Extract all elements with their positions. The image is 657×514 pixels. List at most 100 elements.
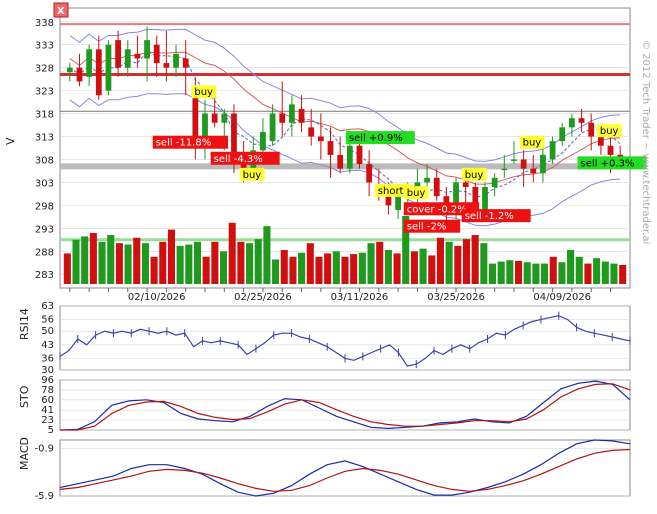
signal-label: sell +0.9% <box>349 133 403 144</box>
date-label: 02/10/2026 <box>128 292 186 303</box>
volume-bar <box>72 239 80 284</box>
signal-label: buy <box>243 170 262 181</box>
volume-bar <box>98 241 106 284</box>
volume-bar <box>515 260 523 284</box>
signal-label: sell -1.2% <box>465 211 514 222</box>
pane-tick-label: 60 <box>41 395 54 406</box>
candle-body <box>221 113 228 123</box>
candle-body <box>124 49 131 68</box>
candle-body <box>366 164 373 183</box>
volume-bar <box>246 243 254 284</box>
candle-body <box>453 182 459 215</box>
signal-badge <box>345 131 415 145</box>
signal-badge <box>374 183 413 197</box>
signal-label: sell -2% <box>407 222 447 233</box>
volume-bar <box>558 262 566 284</box>
macd-axis-label: MACD <box>18 437 31 470</box>
signal-badge <box>210 151 280 165</box>
candle-body <box>501 168 508 171</box>
signal-badge <box>596 124 622 138</box>
date-label: 03/11/2026 <box>331 292 389 303</box>
date-label: 04/09/2026 <box>533 292 591 303</box>
close-icon[interactable]: X <box>57 6 65 17</box>
date-label: 02/25/2026 <box>234 292 292 303</box>
volume-bar <box>289 256 297 284</box>
candle-body <box>433 177 440 197</box>
signal-label: buy <box>407 188 426 199</box>
volume-bar <box>298 252 306 284</box>
volume-bar <box>228 222 236 284</box>
volume-bar <box>280 250 288 284</box>
candle-body <box>173 53 179 68</box>
close-button[interactable]: X <box>53 2 69 18</box>
candle-body <box>491 177 498 188</box>
price-tick-label: 308 <box>35 155 54 166</box>
signal-label: buy <box>465 170 484 181</box>
candle-body <box>346 145 353 169</box>
volume-bar <box>107 235 115 284</box>
volume-bar <box>141 243 149 284</box>
candle-body <box>472 187 479 206</box>
candle-body <box>395 196 401 210</box>
volume-bar <box>480 243 488 284</box>
candle-body <box>269 113 276 142</box>
candle-body <box>607 145 614 155</box>
price-tick-label: 298 <box>35 201 54 212</box>
candle-body <box>520 159 527 169</box>
candle-body <box>211 113 218 123</box>
volume-bar <box>488 263 497 284</box>
volume-bar <box>167 229 175 284</box>
volume-bar <box>541 263 549 284</box>
sto-axis-label: STO <box>18 385 31 408</box>
volume-bar <box>549 256 557 284</box>
signal-label: buy <box>523 138 542 149</box>
signal-badge <box>191 85 217 99</box>
candle-body <box>260 131 266 151</box>
price-tick-label: 333 <box>35 41 54 52</box>
volume-bar <box>306 243 314 284</box>
pane-tick-label: -5.9 <box>34 491 54 502</box>
price-tick-label: 323 <box>35 87 54 98</box>
date-label: 03/25/2026 <box>427 292 485 303</box>
candle-body <box>163 63 170 68</box>
candle-body <box>511 159 517 161</box>
volume-bar <box>263 226 271 284</box>
volume-bar <box>567 250 575 284</box>
pane-tick-label: -0.9 <box>34 444 54 455</box>
candle-body <box>559 127 566 142</box>
volume-bar <box>176 245 184 284</box>
fast-line <box>59 439 631 497</box>
volume-bar <box>584 263 592 284</box>
volume-bar <box>523 262 531 284</box>
volume-bar <box>219 251 228 284</box>
volume-bar <box>393 253 401 284</box>
volume-bar <box>471 235 479 284</box>
candle-body <box>134 53 141 59</box>
candle-body <box>115 40 121 68</box>
signal-label: sell -4.3% <box>214 154 263 165</box>
signal-badge <box>461 167 487 181</box>
volume-bar <box>575 256 583 284</box>
signal-label: sell +0.3% <box>581 158 635 169</box>
price-tick-label: 293 <box>35 224 54 235</box>
pane-tick-label: 30 <box>41 365 54 376</box>
volume-bar <box>185 244 193 284</box>
price-tick-label: 338 <box>35 18 54 29</box>
date-axis: 02/10/2026 02/25/2026 03/11/2026 03/25/2026… <box>69 288 612 303</box>
volume-bar <box>115 243 123 284</box>
signal-badge <box>577 156 647 170</box>
volume-bar <box>254 239 262 284</box>
pane-tick-label: 41 <box>41 405 54 416</box>
signal-label: short <box>378 186 404 197</box>
signal-badge <box>403 219 461 233</box>
signal-badge <box>461 209 531 223</box>
volume-bar <box>436 237 444 284</box>
candle-body <box>549 141 556 160</box>
volume-bar <box>532 263 540 284</box>
price-tick-label: 283 <box>35 270 54 281</box>
volume-bar <box>462 239 471 284</box>
signal-badge <box>403 202 480 216</box>
volume-bar <box>211 241 219 284</box>
